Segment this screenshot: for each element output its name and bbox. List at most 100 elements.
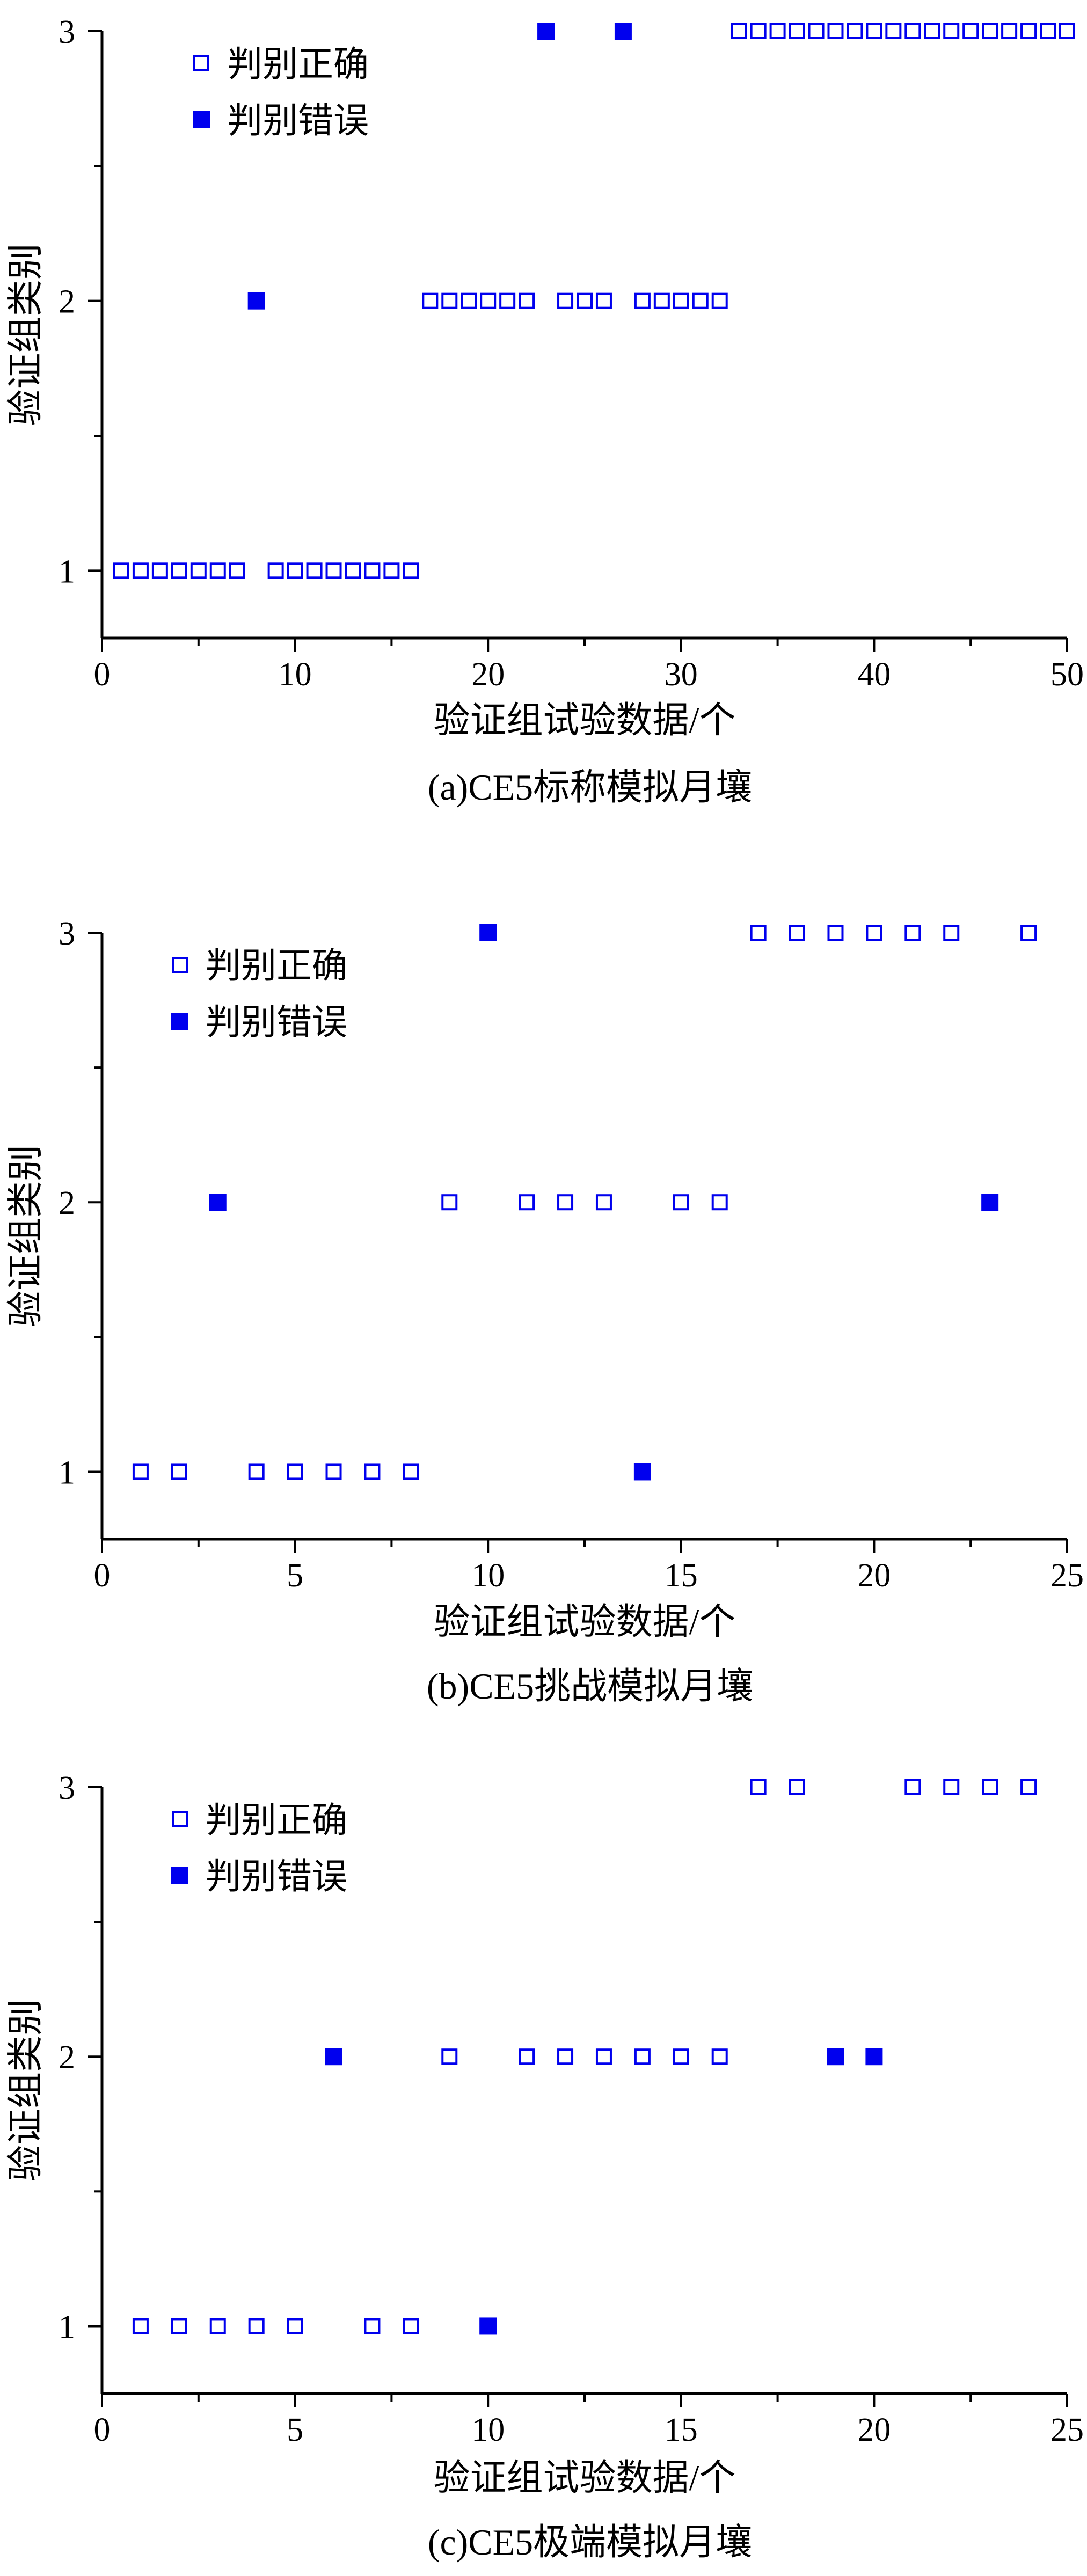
y-axis-label: 验证组类别 [5, 1999, 46, 2182]
x-tick-label: 0 [94, 1557, 111, 1594]
x-tick-label: 15 [665, 1557, 698, 1594]
x-tick-label: 0 [94, 2412, 111, 2448]
legend-marker-correct [193, 55, 209, 71]
data-point-correct [673, 1194, 689, 1211]
data-point-incorrect [537, 23, 555, 40]
data-point-correct [1001, 23, 1018, 39]
legend-label: 判别正确 [227, 45, 369, 84]
y-tick-label: 3 [59, 14, 75, 50]
legend-marker-incorrect [171, 1013, 188, 1030]
x-tick-label: 50 [1050, 656, 1084, 693]
data-point-correct [209, 562, 226, 579]
data-point-incorrect [633, 1463, 651, 1481]
x-tick-label: 5 [287, 2412, 303, 2448]
data-point-correct [364, 2318, 381, 2334]
y-axis-label: 验证组类别 [5, 1145, 46, 1327]
data-point-correct [827, 23, 844, 39]
chart-3: 0 5 10 15 20 25 1 2 3 验证组试验数据/个 验证组类别 (c)CE5极端模拟月壤 判… [5, 1770, 1084, 2563]
data-point-correct [287, 2318, 303, 2334]
data-point-correct [345, 562, 361, 579]
data-point-incorrect [479, 924, 497, 941]
legend-marker-incorrect [193, 111, 210, 128]
x-tick-label: 25 [1050, 2412, 1084, 2448]
data-point-correct [750, 1779, 767, 1795]
data-point-correct [519, 2048, 535, 2065]
x-tick-label: 20 [471, 656, 505, 693]
data-point-correct [847, 23, 863, 39]
chart-caption: (a)CE5标称模拟月壤 [428, 767, 752, 808]
legend-marker-correct [172, 957, 188, 973]
data-point-correct [248, 1463, 265, 1480]
x-axis-label: 验证组试验数据/个 [434, 700, 736, 741]
data-point-correct [982, 1779, 998, 1795]
data-point-correct [789, 1779, 805, 1795]
x-tick-label: 0 [94, 656, 111, 693]
data-point-incorrect [827, 2048, 844, 2066]
data-point-correct [924, 23, 940, 39]
data-point-correct [904, 23, 921, 39]
legend-label: 判别错误 [206, 1003, 347, 1042]
data-point-correct [711, 2048, 728, 2065]
legend-label: 判别正确 [206, 1801, 347, 1840]
data-point-incorrect [614, 23, 632, 40]
data-point-correct [750, 925, 767, 941]
data-point-correct [577, 292, 593, 309]
x-tick-label: 10 [279, 656, 312, 693]
data-point-correct [229, 562, 245, 579]
data-point-incorrect [209, 1194, 227, 1211]
legend-marker-correct [172, 1811, 188, 1827]
data-point-correct [1020, 23, 1037, 39]
data-point-correct [499, 292, 516, 309]
x-tick-label: 10 [471, 1557, 505, 1594]
data-point-correct [982, 23, 998, 39]
data-point-incorrect [247, 292, 265, 310]
data-point-incorrect [981, 1194, 999, 1211]
y-axis-label: 验证组类别 [5, 243, 46, 426]
data-point-correct [885, 23, 902, 39]
legend-label: 判别错误 [206, 1857, 347, 1897]
data-point-correct [325, 1463, 342, 1480]
data-point-correct [132, 1463, 149, 1480]
data-point-correct [519, 1194, 535, 1211]
y-tick-label: 1 [59, 2309, 75, 2345]
data-point-correct [287, 1463, 303, 1480]
data-point-correct [673, 292, 689, 309]
data-point-correct [461, 292, 477, 309]
data-point-correct [1059, 23, 1075, 39]
data-point-correct [943, 925, 960, 941]
x-tick-label: 40 [857, 656, 891, 693]
data-point-correct [306, 562, 323, 579]
y-tick-label: 2 [59, 1185, 75, 1221]
data-point-incorrect [479, 2317, 497, 2335]
data-point-incorrect [325, 2048, 342, 2066]
legend-label: 判别错误 [227, 101, 369, 141]
data-point-correct [132, 2318, 149, 2334]
data-point-correct [634, 2048, 651, 2065]
data-point-correct [653, 292, 670, 309]
data-point-correct [422, 292, 439, 309]
data-point-correct [364, 1463, 381, 1480]
data-point-correct [904, 1779, 921, 1795]
data-point-correct [557, 2048, 574, 2065]
data-point-correct [441, 2048, 458, 2065]
y-tick-label: 1 [59, 553, 75, 590]
data-point-correct [789, 925, 805, 941]
data-point-correct [904, 925, 921, 941]
data-point-correct [287, 562, 303, 579]
y-tick-label: 2 [59, 2039, 75, 2076]
chart-1: 0 10 20 30 40 50 1 2 3 验证组试验数据/个 验证组类别 (a)CE5标称模拟月壤… [5, 14, 1084, 808]
data-point-correct [692, 292, 709, 309]
data-point-correct [325, 562, 342, 579]
y-tick-label: 3 [59, 916, 75, 952]
data-point-correct [557, 292, 574, 309]
data-point-correct [866, 23, 882, 39]
chart-2: 0 5 10 15 20 25 1 2 3 验证组试验数据/个 验证组类别 (b)CE5挑战模拟月壤 判… [5, 916, 1084, 1707]
y-tick-label: 1 [59, 1454, 75, 1491]
data-point-correct [1020, 925, 1037, 941]
data-point-correct [557, 1194, 574, 1211]
data-point-correct [943, 23, 960, 39]
data-point-correct [808, 23, 825, 39]
x-tick-label: 5 [287, 1557, 303, 1594]
data-point-correct [248, 2318, 265, 2334]
